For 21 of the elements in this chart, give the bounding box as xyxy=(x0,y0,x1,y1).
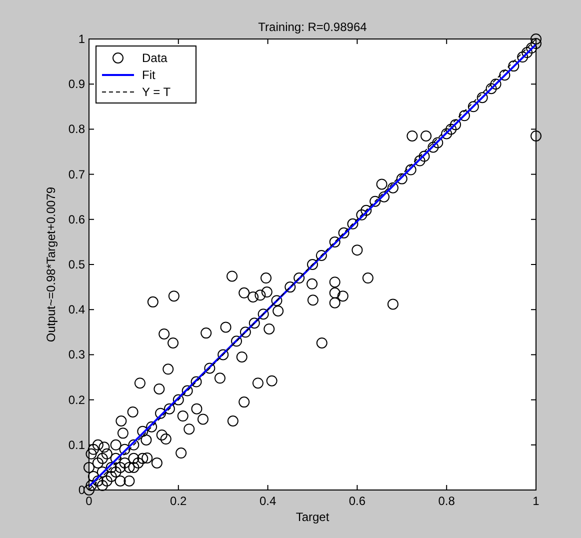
x-tick-label: 0.4 xyxy=(259,494,276,508)
y-axis-title: Output~=0.98*Target+0.0079 xyxy=(44,186,58,342)
legend-label: Y = T xyxy=(142,85,172,99)
x-tick-label: 1 xyxy=(532,494,540,508)
legend-label: Fit xyxy=(142,68,156,82)
y-tick-label: 0.4 xyxy=(68,302,86,317)
y-tick-label: 0.9 xyxy=(68,77,86,92)
y-tick-label: 0.8 xyxy=(68,122,86,136)
x-tick-label: 0.6 xyxy=(348,494,366,508)
legend-label: Data xyxy=(142,51,168,65)
y-tick-label: 0.1 xyxy=(68,438,86,452)
y-tick-label: 0.5 xyxy=(68,258,86,272)
x-tick-label: 0.8 xyxy=(438,494,456,508)
x-axis-title: Target xyxy=(296,510,330,524)
y-tick-label: 0.3 xyxy=(68,348,86,362)
y-tick-label: 0.7 xyxy=(68,167,86,182)
y-tick-label: 1 xyxy=(78,32,86,46)
chart-title: Training: R=0.98964 xyxy=(258,20,368,34)
x-tick-label: 0.2 xyxy=(170,494,188,508)
y-tick-label: 0.6 xyxy=(68,212,86,226)
y-tick-label: 0.2 xyxy=(68,392,86,407)
